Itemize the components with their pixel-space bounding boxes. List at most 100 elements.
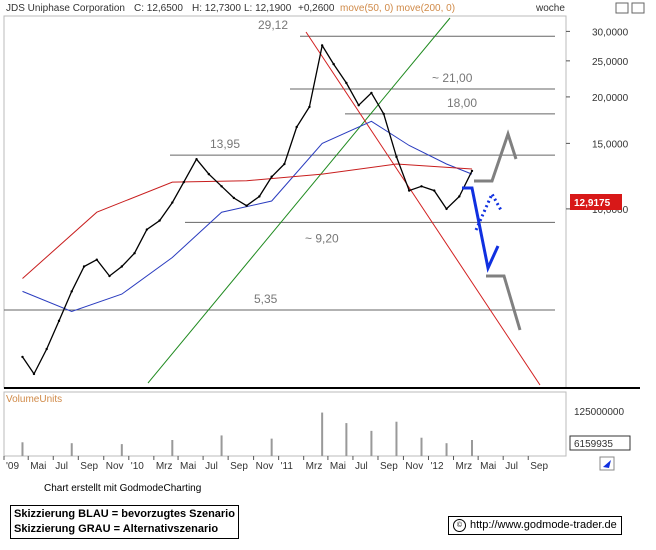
x-tick-label: Mai — [330, 461, 346, 472]
copyright-icon: © — [453, 519, 466, 532]
x-tick-label: Sep — [80, 461, 98, 472]
price-point — [182, 180, 186, 184]
x-tick-label: Jul — [205, 461, 218, 472]
x-tick-label: Jul — [355, 461, 368, 472]
price-point — [245, 204, 248, 207]
volume-bar — [370, 430, 373, 456]
price-point — [458, 195, 461, 198]
price-point — [207, 172, 211, 176]
y-tick-label: 20,0000 — [592, 93, 629, 104]
moving-average-label: move(50, 0) move(200, 0) — [340, 3, 455, 14]
price-point — [220, 185, 223, 188]
volume-bar — [470, 440, 473, 456]
x-tick-label: '12 — [430, 461, 443, 472]
x-tick-label: Nov — [405, 461, 423, 472]
level-label: ~ 21,00 — [432, 71, 473, 85]
volume-bar — [220, 435, 223, 456]
price-point — [45, 347, 48, 351]
level-label: 29,12 — [258, 18, 288, 32]
window-controls[interactable] — [615, 2, 645, 14]
last-price-badge — [570, 194, 622, 210]
close-control-icon[interactable] — [631, 2, 645, 14]
y-tick-label: 30,0000 — [592, 27, 629, 38]
volume-bar — [445, 443, 448, 456]
level-label: ~ 9,20 — [305, 231, 339, 245]
gray-scenario-up — [474, 129, 518, 183]
credit-text: Chart erstellt mit GodmodeCharting — [44, 483, 202, 494]
volume-bar — [21, 442, 24, 456]
price-point — [82, 265, 86, 268]
chart-title: JDS Uniphase Corporation — [6, 3, 125, 14]
price-point — [32, 372, 36, 376]
x-tick-label: Sep — [530, 461, 548, 472]
price-point — [232, 196, 236, 200]
low-value: L: 12,1900 — [244, 3, 292, 14]
x-tick-label: Mrz — [156, 461, 173, 472]
price-point — [21, 355, 24, 359]
volume-bar — [171, 440, 174, 456]
x-tick-label: Mai — [30, 461, 46, 472]
price-point — [295, 125, 298, 129]
gray-scenario-down — [486, 274, 522, 331]
legend-blue-scenario: Skizzierung BLAU = bevorzugtes Szenario — [14, 508, 235, 520]
scenario-legend: Skizzierung BLAU = bevorzugtes Szenario … — [10, 505, 239, 539]
price-point — [420, 185, 423, 188]
price-point — [345, 81, 348, 85]
price-point — [370, 91, 373, 95]
change-value: +0,2600 — [298, 3, 335, 14]
volume-bar — [270, 438, 273, 456]
support-trendline — [147, 17, 451, 384]
x-tick-label: Jul — [505, 461, 518, 472]
price-point — [407, 189, 411, 192]
y-tick-label: 25,0000 — [592, 57, 629, 68]
volume-bar — [321, 412, 324, 456]
price-point — [332, 62, 335, 66]
price-point — [283, 162, 286, 166]
price-point — [108, 274, 111, 278]
close-value: C: 12,6500 — [134, 3, 183, 14]
minimize-control-icon[interactable] — [615, 2, 629, 14]
level-label: 13,95 — [210, 137, 240, 151]
source-link[interactable]: © http://www.godmode-trader.de — [448, 516, 622, 535]
volume-label: VolumeUnits — [6, 394, 62, 405]
price-point — [70, 290, 73, 293]
price-point — [320, 44, 324, 47]
x-tick-label: Jul — [55, 461, 68, 472]
volume-bar — [345, 423, 348, 456]
volume-panel — [3, 391, 567, 457]
level-label: 18,00 — [447, 96, 477, 110]
y-tick-label: 15,0000 — [592, 139, 629, 150]
y-tick-label: 10,0000 — [592, 205, 629, 216]
price-point — [357, 103, 360, 107]
period-label: woche — [535, 3, 565, 14]
navigation-arrow-icon[interactable] — [599, 456, 615, 471]
source-url[interactable]: http://www.godmode-trader.de — [470, 519, 617, 531]
x-tick-label: Mai — [180, 461, 196, 472]
x-tick-label: Mai — [480, 461, 496, 472]
ma50-line — [22, 120, 473, 313]
volume-bar — [70, 443, 73, 456]
price-point — [145, 228, 149, 231]
volume-bar — [120, 444, 123, 456]
level-label: 5,35 — [254, 292, 278, 306]
price-point — [133, 252, 136, 255]
price-point — [308, 105, 311, 109]
last-volume-value: 6159935 — [574, 439, 613, 450]
last-price-value: 12,9175 — [574, 198, 611, 209]
x-tick-label: Nov — [106, 461, 124, 472]
x-tick-label: Sep — [380, 461, 398, 472]
ma200-line — [22, 163, 473, 279]
price-point — [95, 258, 98, 261]
resistance-trendline — [305, 31, 541, 386]
x-tick-label: Sep — [230, 461, 248, 472]
price-point — [258, 195, 261, 198]
volume-axis-tick: 125000000 — [574, 407, 624, 418]
x-tick-label: Mrz — [306, 461, 323, 472]
price-point — [158, 219, 161, 222]
price-point — [470, 169, 474, 173]
price-panel — [3, 15, 567, 389]
price-point — [171, 201, 174, 204]
last-volume-box — [569, 435, 631, 451]
legend-gray-scenario: Skizzierung GRAU = Alternativszenario — [14, 523, 219, 535]
